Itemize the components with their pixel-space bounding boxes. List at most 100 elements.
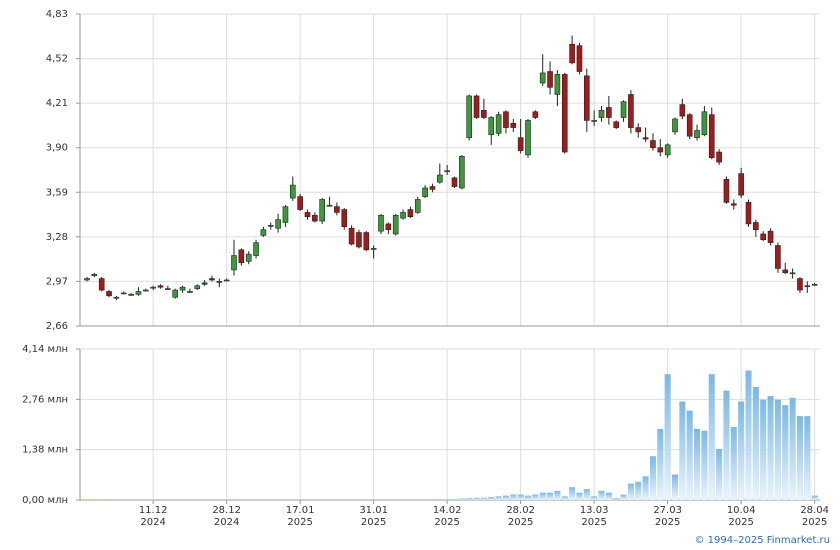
candle-body [569, 43, 575, 64]
candle-body [84, 278, 90, 281]
candle-body [495, 114, 502, 134]
candle-body [554, 74, 561, 95]
candle-body [782, 269, 789, 274]
candle-body [216, 281, 223, 283]
y-tick-label: 4,14 млн [22, 344, 68, 355]
volume-shade [708, 374, 715, 500]
volume-shade [532, 494, 539, 500]
candle-body [312, 214, 318, 222]
y-tick-label: 2,76 млн [22, 394, 68, 405]
candle-body [392, 214, 399, 235]
candle-body [201, 282, 208, 285]
volume-shade [275, 499, 282, 500]
candle-body [620, 101, 627, 118]
candle-body [583, 75, 590, 121]
volume-shade [642, 476, 649, 500]
candle-body [657, 147, 664, 153]
candle-body [694, 130, 700, 138]
volume-shade [422, 499, 429, 500]
volume-shade [591, 496, 598, 500]
candle-body [547, 71, 553, 88]
candle-body [172, 289, 178, 298]
candle-body [539, 72, 546, 84]
candle-body [488, 117, 495, 136]
volume-shade [333, 499, 340, 500]
y-tick-label: 3,59 [46, 187, 68, 198]
volume-shade [569, 487, 576, 500]
candle-body [730, 203, 737, 206]
candle-body [760, 233, 767, 241]
volume-shade [142, 499, 149, 500]
y-tick-label: 1,38 млн [22, 445, 68, 456]
volume-shade [723, 390, 730, 500]
volume-shade [605, 492, 612, 500]
volume-shade [789, 397, 796, 500]
volume-shade [179, 499, 186, 500]
volume-shade [561, 496, 568, 500]
candle-body [444, 170, 450, 173]
volume-shade [208, 499, 215, 500]
volume-shade [326, 499, 333, 500]
candle-body [561, 74, 568, 153]
volume-shade [414, 499, 421, 500]
candle-body [98, 278, 105, 291]
volume-shade [120, 499, 127, 500]
volume-shade [98, 498, 105, 500]
volume-shade [91, 499, 98, 500]
volume-shade [679, 401, 686, 500]
volume-shade [289, 498, 296, 500]
candle-body [797, 278, 803, 291]
candle-body [385, 223, 392, 230]
volume-shade [436, 498, 443, 500]
candle-body [194, 285, 201, 289]
candle-body [804, 285, 811, 288]
volume-shade [282, 499, 289, 500]
volume-shade [525, 495, 531, 500]
volume-shade [495, 496, 502, 500]
x-tick-label: 31.01 2025 [359, 505, 388, 528]
volume-shade [341, 499, 348, 500]
candle-body [775, 245, 781, 269]
candle-body [591, 120, 597, 122]
volume-shade [745, 370, 752, 500]
candle-body [165, 288, 171, 290]
x-tick-label: 11.12 2024 [138, 505, 168, 528]
x-tick-label: 27.03 2025 [653, 505, 682, 528]
candle-body [811, 284, 818, 286]
candle-body [253, 242, 259, 256]
volume-shade [444, 498, 451, 500]
y-tick-label: 4,52 [46, 54, 68, 65]
volume-shade [488, 497, 495, 500]
volume-shade [738, 401, 745, 500]
volume-shade [363, 499, 370, 500]
candle-body [326, 204, 333, 207]
candle-body [231, 255, 237, 271]
volume-shade [392, 499, 399, 500]
candle-body [701, 111, 708, 136]
candle-body [613, 121, 620, 128]
volume-shade [576, 492, 583, 500]
volume-shade [172, 499, 179, 500]
volume-shade [466, 498, 473, 500]
volume-shade [385, 499, 392, 500]
volume-shade [694, 428, 701, 500]
candle-body [745, 202, 752, 225]
volume-shade [260, 499, 267, 500]
volume-shade [730, 427, 737, 500]
volume-shade [774, 399, 781, 500]
volume-shade [157, 499, 164, 500]
volume-shade [649, 456, 656, 500]
volume-shade [451, 499, 458, 500]
volume-shade [701, 430, 708, 500]
volume-shade [135, 499, 142, 500]
volume-shade [480, 497, 487, 500]
volume-shade [782, 405, 789, 500]
candle-body [481, 110, 487, 118]
volume-shade [635, 481, 642, 500]
volume-shade [664, 374, 671, 500]
candle-body [738, 173, 744, 196]
candle-body [679, 104, 686, 117]
candle-body [459, 156, 465, 189]
